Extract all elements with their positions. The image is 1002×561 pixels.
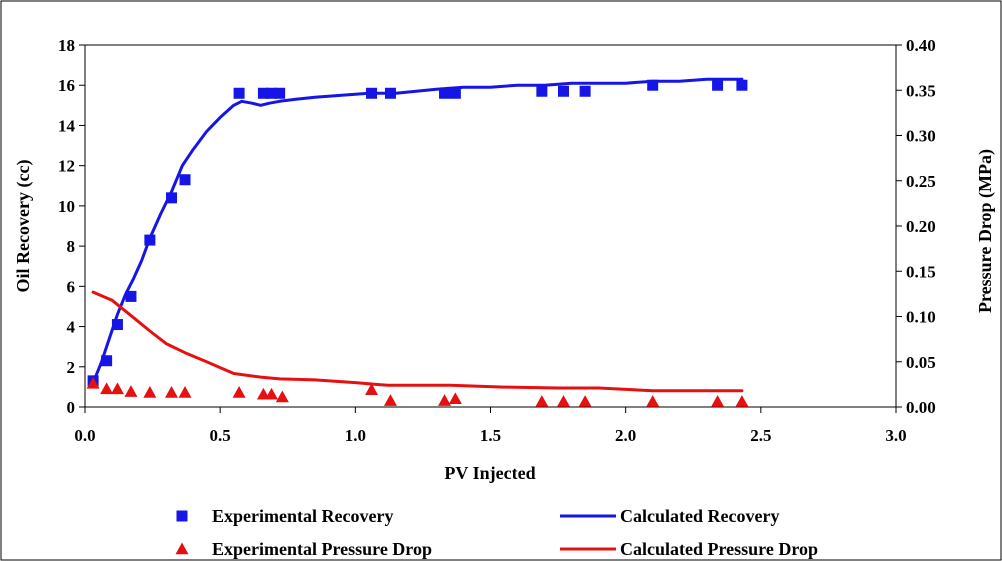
recovery-point: [274, 87, 286, 99]
recovery-point: [736, 79, 748, 91]
legend-label: Calculated Recovery: [620, 506, 779, 526]
pressure-point: [448, 392, 462, 405]
y2-axis-ticks: 0.00 0.05 0.10 0.15 0.20 0.25 0.30 0.35 0.40: [896, 36, 936, 417]
recovery-point: [257, 87, 269, 99]
pressure-point: [178, 386, 192, 398]
recovery-point: [144, 234, 156, 246]
x-tick-label: 1.0: [345, 426, 366, 445]
legend-swatch: [175, 542, 189, 555]
y-tick-label: 16: [58, 76, 75, 95]
pressure-point: [646, 395, 660, 407]
y-axis-label: Oil Recovery (cc): [13, 160, 34, 293]
pressure-point: [165, 386, 179, 398]
y-tick-label: 0: [67, 398, 76, 417]
x-tick-label: 2.0: [615, 426, 636, 445]
recovery-point: [111, 319, 123, 331]
y-tick-label: 8: [67, 237, 76, 256]
recovery-point: [166, 192, 178, 204]
x-axis-ticks: 0.0 0.5 1.0 1.5 2.0 2.5 3.0: [74, 407, 907, 445]
y2-tick-label: 0.10: [906, 308, 936, 327]
series-markers: [86, 79, 749, 407]
y2-tick-label: 0.30: [906, 127, 936, 146]
y2-tick-label: 0.05: [906, 353, 936, 372]
pressure-point: [232, 386, 246, 398]
pressure-point: [124, 385, 138, 397]
pressure-point: [556, 395, 570, 407]
y2-tick-label: 0.15: [906, 262, 936, 281]
recovery-point: [366, 87, 378, 99]
y-tick-label: 14: [58, 116, 76, 135]
pressure-point: [711, 395, 725, 407]
recovery-point: [233, 87, 245, 99]
recovery-point: [384, 87, 396, 99]
pressure-point: [110, 382, 124, 395]
y-tick-label: 2: [67, 358, 76, 377]
x-tick-label: 0.5: [210, 426, 231, 445]
y-tick-label: 10: [58, 197, 75, 216]
line-calculated-pressure-drop: [91, 290, 744, 393]
y2-tick-label: 0.25: [906, 172, 936, 191]
x-tick-label: 0.0: [74, 426, 95, 445]
pressure-point: [535, 395, 549, 407]
legend-label: Calculated Pressure Drop: [620, 539, 818, 559]
x-axis-label: PV Injected: [444, 463, 535, 483]
recovery-point: [179, 174, 191, 186]
legend-label: Experimental Pressure Drop: [212, 539, 432, 559]
y2-tick-label: 0.20: [906, 217, 936, 236]
recovery-point: [579, 85, 591, 97]
y2-axis-label: Pressure Drop (MPa): [975, 149, 996, 313]
recovery-point: [647, 79, 659, 91]
recovery-point: [536, 85, 548, 97]
x-tick-label: 3.0: [885, 426, 906, 445]
recovery-point: [125, 290, 137, 302]
recovery-point: [439, 87, 451, 99]
recovery-point: [101, 355, 113, 367]
legend-swatch: [176, 510, 188, 522]
pressure-point: [365, 383, 379, 396]
pressure-point: [275, 390, 289, 403]
recovery-point: [266, 87, 278, 99]
y2-tick-label: 0.35: [906, 81, 936, 100]
y2-tick-label: 0.40: [906, 36, 936, 55]
pressure-point: [100, 382, 114, 395]
y-tick-label: 4: [67, 318, 76, 337]
legend-label: Experimental Recovery: [212, 506, 393, 526]
x-tick-label: 1.5: [480, 426, 501, 445]
pressure-point: [265, 387, 279, 400]
x-tick-label: 2.5: [750, 426, 771, 445]
pressure-point: [438, 394, 452, 406]
series-lines: [91, 77, 744, 393]
y-tick-label: 18: [58, 36, 75, 55]
pressure-point: [86, 376, 100, 389]
pressure-point: [143, 386, 157, 398]
legend: Experimental Recovery Calculated Recovery…: [175, 506, 818, 559]
pressure-point: [578, 395, 592, 407]
recovery-point: [449, 87, 461, 99]
y-tick-label: 6: [67, 277, 76, 296]
recovery-point: [557, 85, 569, 97]
y-tick-label: 12: [58, 157, 75, 176]
pressure-point: [383, 394, 397, 406]
recovery-point: [712, 79, 724, 91]
line-calculated-recovery: [91, 77, 744, 385]
y2-tick-label: 0.00: [906, 398, 936, 417]
pressure-point: [735, 395, 749, 407]
y-axis-ticks: 0 2 4 6 8 10 12 14 16 18: [58, 36, 85, 417]
